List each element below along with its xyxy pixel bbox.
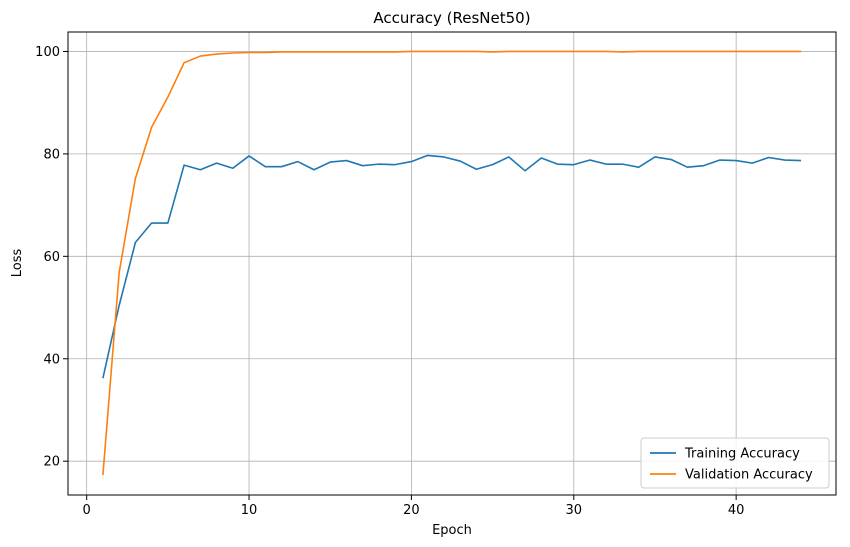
y-tick-label: 80 [43, 147, 60, 162]
chart-title: Accuracy (ResNet50) [373, 9, 530, 27]
series-layer [102, 50, 802, 476]
y-tick-label: 40 [43, 352, 60, 367]
x-tick-label: 40 [728, 503, 745, 518]
x-axis-title: Epoch [432, 523, 472, 538]
series-line-training-accuracy [102, 154, 802, 379]
y-tick-label: 60 [43, 250, 60, 265]
y-tick-label: 20 [43, 455, 60, 470]
legend-label-training-accuracy: Training Accuracy [684, 447, 800, 462]
x-tick-label: 0 [83, 503, 91, 518]
plot-area-frame [67, 31, 837, 496]
x-axis: 0 10 20 30 40 [83, 495, 745, 518]
y-axis-title: Loss [10, 249, 25, 278]
legend-label-validation-accuracy: Validation Accuracy [685, 468, 813, 483]
series-line-validation-accuracy [102, 50, 802, 476]
x-tick-label: 30 [566, 503, 583, 518]
x-tick-label: 20 [403, 503, 420, 518]
legend: Training Accuracy Validation Accuracy [640, 437, 830, 489]
legend-box [640, 437, 830, 489]
y-axis: 20 40 60 80 100 [35, 45, 68, 470]
y-tick-label: 100 [35, 45, 60, 60]
x-tick-label: 10 [241, 503, 258, 518]
